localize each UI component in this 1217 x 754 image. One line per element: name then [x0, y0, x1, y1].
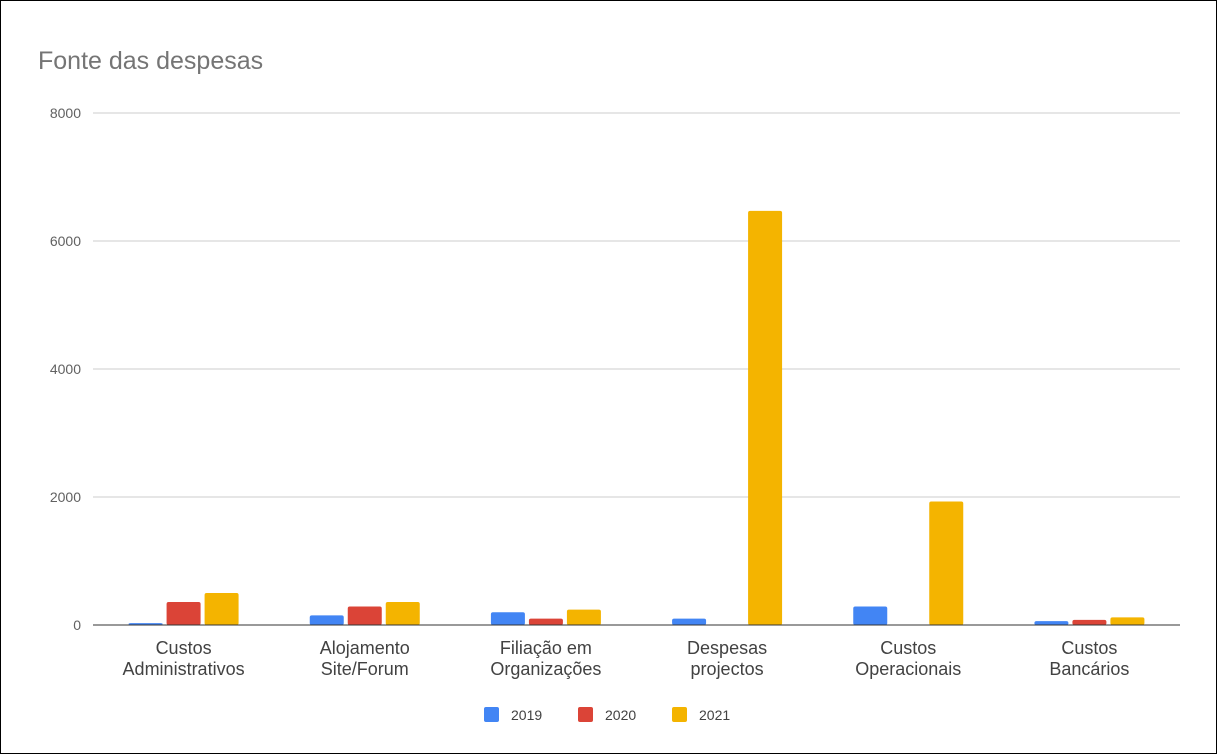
x-tick-label: Organizações [490, 659, 601, 679]
bar-2019-5 [1034, 621, 1069, 625]
x-tick-label: Site/Forum [321, 659, 409, 679]
x-tick-label: Custos [1061, 638, 1117, 658]
bar-2020-1 [347, 606, 382, 625]
legend-label: 2020 [605, 707, 636, 723]
legend-swatch [578, 707, 593, 722]
y-tick-label: 0 [73, 617, 81, 633]
x-axis: CustosAdministrativosAlojamentoSite/Foru… [123, 638, 1130, 679]
x-tick-label: Custos [156, 638, 212, 658]
x-tick-label: Alojamento [320, 638, 410, 658]
bar-2021-5 [1110, 617, 1145, 625]
x-tick-label: Bancários [1049, 659, 1129, 679]
bar-2021-4 [929, 501, 964, 625]
x-tick-label: Custos [880, 638, 936, 658]
y-tick-label: 6000 [50, 233, 81, 249]
gridlines [93, 112, 1180, 498]
bar-2021-2 [566, 609, 601, 625]
bar-2020-0 [166, 601, 201, 625]
x-tick-label: Despesas [687, 638, 767, 658]
bar-2019-3 [672, 618, 707, 625]
bar-2021-1 [385, 601, 420, 625]
bar-2019-4 [853, 606, 888, 625]
bar-2020-5 [1072, 619, 1107, 625]
legend: 2019 2020 2021 [484, 707, 730, 723]
y-tick-label: 4000 [50, 361, 81, 377]
legend-item-2020[interactable]: 2020 [578, 707, 636, 723]
x-tick-label: Operacionais [855, 659, 961, 679]
y-tick-label: 2000 [50, 489, 81, 505]
bar-2021-0 [204, 593, 239, 625]
bar-2021-3 [748, 210, 783, 626]
x-tick-label: Filiação em [500, 638, 592, 658]
chart-title: Fonte das despesas [38, 47, 264, 75]
legend-label: 2021 [699, 707, 730, 723]
y-axis: 0 2000 4000 6000 8000 [50, 105, 81, 633]
bars [128, 210, 1145, 626]
x-tick-label: Administrativos [123, 659, 245, 679]
legend-item-2021[interactable]: 2021 [672, 707, 730, 723]
bar-2019-1 [309, 615, 344, 625]
y-tick-label: 8000 [50, 105, 81, 121]
bar-2020-2 [528, 618, 563, 625]
legend-swatch [484, 707, 499, 722]
bar-2019-2 [490, 612, 525, 625]
legend-item-2019[interactable]: 2019 [484, 707, 542, 723]
legend-label: 2019 [511, 707, 542, 723]
x-tick-label: projectos [691, 659, 764, 679]
legend-swatch [672, 707, 687, 722]
